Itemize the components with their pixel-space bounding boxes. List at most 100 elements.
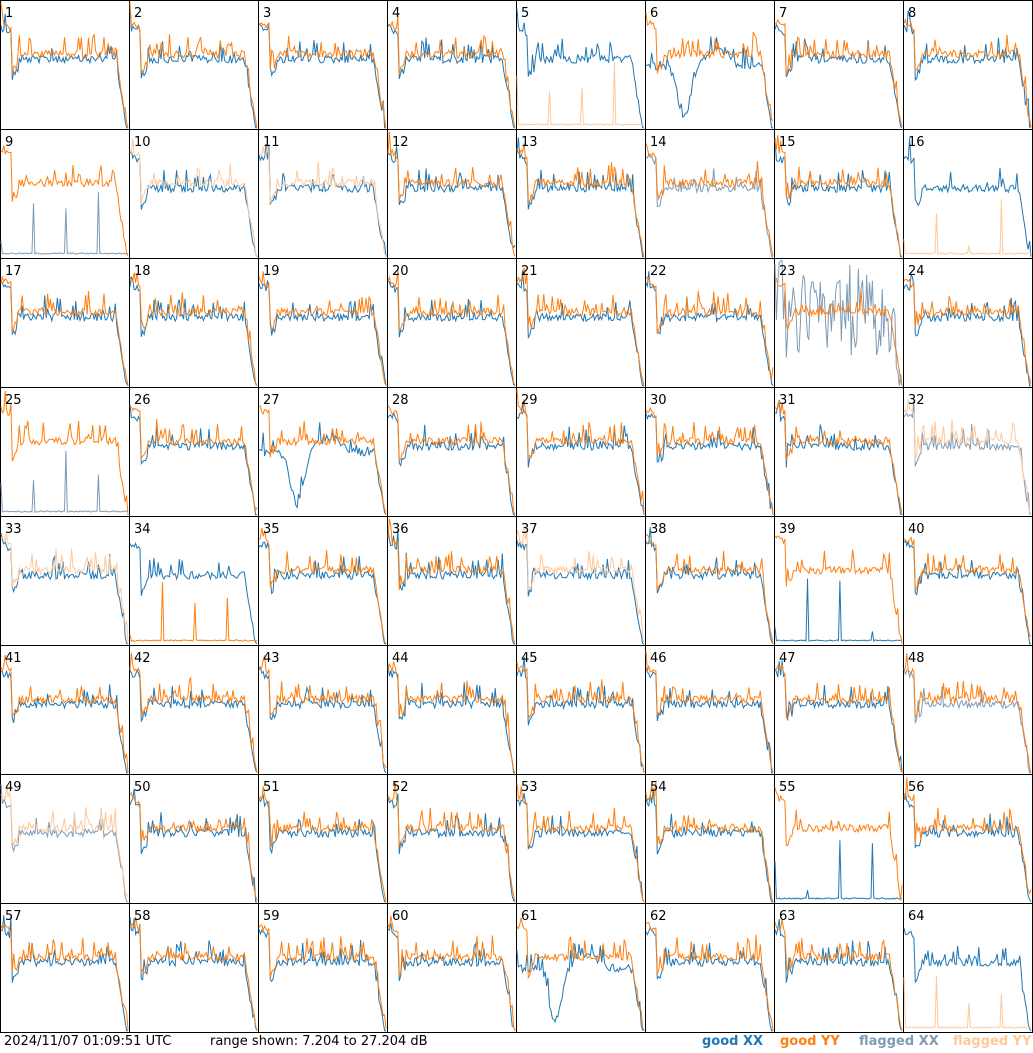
panel-28-good-yy-line — [387, 405, 516, 515]
panel-25-good-yy-line — [0, 391, 129, 515]
panel-64: 64 — [903, 903, 1033, 1033]
panel-1-good-yy-line — [0, 3, 129, 128]
panel-25-flagged-xx-line — [0, 450, 129, 513]
panel-2: 2 — [129, 0, 259, 130]
panel-label: 23 — [779, 264, 796, 279]
panel-45-good-xx-line — [516, 656, 645, 773]
panel-14-flagged-xx-line — [645, 152, 773, 258]
panel-label: 31 — [779, 393, 796, 408]
panel-36-good-xx-line — [387, 528, 515, 645]
panel-label: 21 — [521, 264, 538, 279]
panel-31-good-xx-line — [774, 399, 903, 516]
panel-15-good-yy-line — [774, 135, 903, 258]
panel-label: 59 — [263, 909, 280, 924]
panel-64-flagged-yy-line — [903, 976, 1032, 1029]
panel-frame — [516, 645, 646, 775]
panel-22: 22 — [645, 258, 775, 388]
panel-47: 47 — [774, 645, 904, 775]
panel-label: 61 — [521, 909, 538, 924]
panel-7-good-xx-line — [774, 23, 903, 129]
panel-9: 9 — [0, 129, 130, 259]
panel-57: 57 — [0, 903, 130, 1033]
panel-13-good-yy-line — [516, 143, 645, 257]
panel-frame — [774, 0, 904, 130]
panel-15-good-xx-line — [774, 137, 902, 258]
panel-54-good-yy-line — [645, 780, 774, 902]
panel-label: 53 — [521, 780, 538, 795]
panel-frame — [645, 0, 775, 130]
panel-frame — [516, 903, 646, 1033]
panel-10-flagged-yy-line — [129, 138, 258, 257]
panel-56-good-xx-line — [903, 792, 1032, 902]
panel-5-good-xx-line — [516, 8, 644, 129]
panel-frame — [129, 129, 259, 259]
panel-frame — [258, 516, 388, 646]
panel-frame — [903, 516, 1033, 646]
panel-31: 31 — [774, 387, 904, 517]
panel-39: 39 — [774, 516, 904, 646]
panel-48: 48 — [903, 645, 1033, 775]
panel-2-good-yy-line — [129, 2, 258, 128]
panel-35-good-yy-line — [258, 527, 387, 644]
panel-9-good-yy-line — [0, 145, 129, 257]
panel-55: 55 — [774, 774, 904, 904]
panel-40: 40 — [903, 516, 1033, 646]
panel-16-good-xx-line — [903, 138, 1032, 257]
panel-label: 49 — [5, 780, 22, 795]
panel-frame — [516, 774, 646, 904]
panel-label: 19 — [263, 264, 280, 279]
panel-6: 6 — [645, 0, 775, 130]
panel-frame — [645, 645, 775, 775]
panel-16: 16 — [903, 129, 1033, 259]
panel-label: 42 — [134, 651, 151, 666]
panel-63-good-xx-line — [774, 919, 903, 1031]
panel-52-good-yy-line — [387, 780, 516, 902]
panel-43-good-xx-line — [258, 666, 387, 773]
panel-frame — [645, 387, 775, 517]
panel-label: 18 — [134, 264, 151, 279]
panel-label: 52 — [392, 780, 409, 795]
panel-label: 20 — [392, 264, 409, 279]
panel-59-good-xx-line — [258, 928, 386, 1032]
panel-50-good-xx-line — [129, 788, 257, 903]
panel-frame — [774, 903, 904, 1033]
panel-13-good-xx-line — [516, 137, 644, 258]
panel-26: 26 — [129, 387, 259, 517]
panel-55-good-xx-line — [774, 840, 903, 900]
panel-frame — [258, 0, 388, 130]
panel-label: 58 — [134, 909, 151, 924]
panel-frame — [516, 258, 646, 388]
panel-label: 4 — [392, 6, 400, 21]
panel-4-good-xx-line — [387, 23, 516, 129]
panel-52: 52 — [387, 774, 517, 904]
panel-label: 15 — [779, 135, 796, 150]
panel-29-good-yy-line — [516, 389, 645, 512]
panel-33: 33 — [0, 516, 130, 646]
panel-34-good-xx-line — [129, 541, 258, 645]
panel-17-good-xx-line — [0, 281, 129, 386]
panel-frame — [387, 0, 517, 130]
panel-52-good-xx-line — [387, 793, 516, 903]
panel-21-good-yy-line — [516, 267, 645, 386]
panel-40-good-xx-line — [903, 539, 1031, 645]
panel-label: 50 — [134, 780, 151, 795]
panel-frame — [129, 258, 259, 388]
panel-33-good-xx-line — [0, 533, 129, 645]
panel-27-good-xx-line — [258, 422, 387, 515]
panel-48-flagged-xx-line — [903, 668, 1031, 774]
panel-20-good-yy-line — [387, 268, 516, 386]
panel-33-flagged-yy-line — [0, 533, 129, 644]
panel-frame — [258, 258, 388, 388]
panel-13: 13 — [516, 129, 646, 259]
panel-label: 27 — [263, 393, 280, 408]
panel-8: 8 — [903, 0, 1033, 130]
panel-frame — [0, 774, 130, 904]
panel-57-good-yy-line — [0, 923, 129, 1031]
panel-label: 1 — [5, 6, 13, 21]
panel-label: 35 — [263, 522, 280, 537]
panel-60: 60 — [387, 903, 517, 1033]
panel-61: 61 — [516, 903, 646, 1033]
panel-label: 45 — [521, 651, 538, 666]
panel-label: 62 — [650, 909, 667, 924]
panel-3: 3 — [258, 0, 388, 130]
